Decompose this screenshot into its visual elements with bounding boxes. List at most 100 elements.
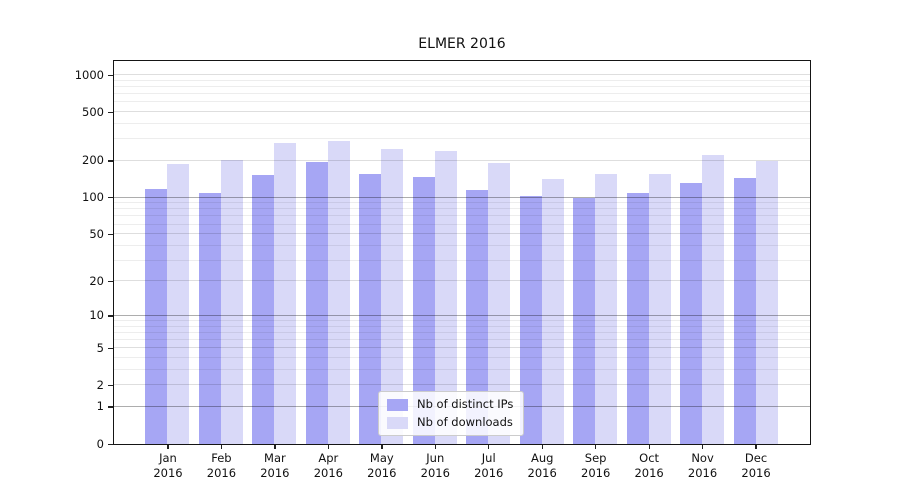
bar-ips-mar-2016 xyxy=(252,175,275,444)
x-tick-label-feb-2016: Feb 2016 xyxy=(206,451,237,480)
bar-ips-may-2016 xyxy=(359,174,382,444)
y-tick-mark-1000 xyxy=(108,74,113,76)
x-tick-mark-7 xyxy=(488,445,490,449)
y-tick-mark-50 xyxy=(108,233,113,235)
bar-downloads-jan-2016 xyxy=(167,164,190,444)
x-tick-mark-6 xyxy=(434,445,436,449)
x-tick-mark-10 xyxy=(648,445,650,449)
y-tick-label-10: 10 xyxy=(89,308,104,323)
y-gridline-70 xyxy=(114,215,810,217)
y-tick-label-5: 5 xyxy=(96,340,104,355)
y-gridline-2 xyxy=(114,384,810,386)
chart-title: ELMER 2016 xyxy=(418,36,506,52)
y-gridline-600 xyxy=(114,101,810,103)
bar-downloads-may-2016 xyxy=(381,149,404,444)
y-tick-mark-10 xyxy=(108,315,113,317)
y-gridline-40 xyxy=(114,244,810,246)
bar-downloads-feb-2016 xyxy=(220,160,243,444)
y-gridline-80 xyxy=(114,208,810,210)
y-gridline-4 xyxy=(114,357,810,359)
y-gridline-700 xyxy=(114,93,810,95)
y-gridline-200 xyxy=(114,159,810,161)
y-tick-label-0: 0 xyxy=(96,436,104,451)
y-tick-label-20: 20 xyxy=(89,273,104,288)
x-tick-mark-8 xyxy=(541,445,543,449)
x-tick-mark-11 xyxy=(701,445,704,449)
y-gridline-300 xyxy=(114,138,810,140)
y-gridline-100 xyxy=(114,196,810,198)
x-tick-label-mar-2016: Mar 2016 xyxy=(260,451,290,480)
y-gridline-1000 xyxy=(114,74,810,76)
bar-ips-feb-2016 xyxy=(198,192,221,444)
legend-label-distinct-ips: Nb of distinct IPs xyxy=(417,397,514,411)
bar-downloads-jul-2016 xyxy=(488,163,511,444)
bar-ips-jan-2016 xyxy=(145,189,168,444)
x-tick-label-sep-2016: Sep 2016 xyxy=(581,451,611,480)
y-tick-label-1: 1 xyxy=(96,399,104,414)
bar-ips-sep-2016 xyxy=(573,198,596,444)
y-tick-mark-2 xyxy=(108,384,113,387)
bar-ips-dec-2016 xyxy=(733,177,756,444)
legend-swatch-distinct-ips xyxy=(387,398,408,411)
y-tick-label-2: 2 xyxy=(96,377,104,392)
x-tick-label-may-2016: May 2016 xyxy=(367,451,397,480)
y-tick-label-1000: 1000 xyxy=(74,67,104,82)
bar-downloads-oct-2016 xyxy=(648,174,671,444)
legend-label-downloads: Nb of downloads xyxy=(417,415,513,429)
bar-downloads-sep-2016 xyxy=(595,173,618,444)
x-tick-label-jul-2016: Jul 2016 xyxy=(474,451,504,480)
y-tick-label-200: 200 xyxy=(82,153,104,168)
x-tick-label-oct-2016: Oct 2016 xyxy=(634,451,664,480)
x-tick-mark-2 xyxy=(220,445,223,449)
bar-downloads-apr-2016 xyxy=(327,140,350,444)
y-tick-mark-5 xyxy=(108,347,113,350)
bar-ips-jun-2016 xyxy=(412,177,435,444)
x-tick-mark-1 xyxy=(167,445,169,449)
x-tick-mark-9 xyxy=(595,445,597,449)
legend: Nb of distinct IPs Nb of downloads xyxy=(378,391,525,436)
x-tick-mark-3 xyxy=(274,445,276,449)
x-tick-label-jan-2016: Jan 2016 xyxy=(153,451,183,480)
y-gridline-7 xyxy=(114,331,810,333)
y-tick-mark-20 xyxy=(108,280,113,283)
y-tick-mark-100 xyxy=(108,197,113,199)
y-tick-mark-200 xyxy=(108,160,113,162)
y-gridline-500 xyxy=(114,111,810,113)
y-gridline-5 xyxy=(114,347,810,349)
y-gridline-3 xyxy=(114,368,810,370)
y-gridline-90 xyxy=(114,202,810,204)
bar-downloads-nov-2016 xyxy=(702,154,725,444)
bar-downloads-aug-2016 xyxy=(541,178,564,444)
y-tick-label-500: 500 xyxy=(82,104,104,119)
legend-swatch-downloads xyxy=(387,416,408,429)
x-tick-label-jun-2016: Jun 2016 xyxy=(420,451,450,480)
y-gridline-400 xyxy=(114,123,810,124)
bar-ips-aug-2016 xyxy=(519,195,542,444)
x-tick-label-dec-2016: Dec 2016 xyxy=(741,451,771,480)
x-tick-mark-5 xyxy=(381,445,383,449)
y-gridline-8 xyxy=(114,325,810,327)
x-tick-mark-12 xyxy=(755,445,757,449)
bar-downloads-dec-2016 xyxy=(755,160,778,444)
x-tick-label-apr-2016: Apr 2016 xyxy=(313,451,343,480)
y-gridline-30 xyxy=(114,259,810,261)
y-gridline-6 xyxy=(114,339,810,341)
y-gridline-900 xyxy=(114,79,810,81)
x-tick-label-nov-2016: Nov 2016 xyxy=(687,451,718,480)
bar-ips-apr-2016 xyxy=(305,161,328,444)
y-tick-mark-0 xyxy=(108,443,113,445)
y-gridline-9 xyxy=(114,320,810,322)
bar-downloads-jun-2016 xyxy=(434,150,457,444)
y-gridline-10 xyxy=(114,314,810,316)
y-tick-mark-1 xyxy=(108,406,113,408)
y-tick-mark-500 xyxy=(108,111,113,113)
y-gridline-800 xyxy=(114,86,810,88)
legend-item-distinct-ips: Nb of distinct IPs xyxy=(387,398,513,411)
bar-ips-nov-2016 xyxy=(680,182,703,444)
y-tick-label-100: 100 xyxy=(82,190,104,205)
y-tick-label-50: 50 xyxy=(89,226,104,241)
y-gridline-60 xyxy=(114,223,810,225)
plot-area xyxy=(113,60,811,445)
bar-ips-jul-2016 xyxy=(466,190,489,444)
